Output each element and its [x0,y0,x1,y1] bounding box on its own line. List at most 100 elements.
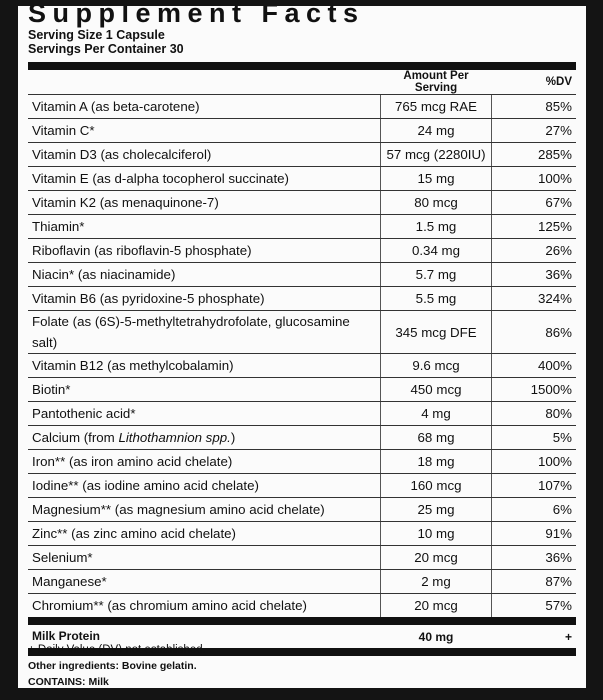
nutrient-row: Vitamin E (as d-alpha tocopherol succina… [28,166,576,191]
servings-per-container: Servings Per Container 30 [28,42,184,56]
amount: 5.7 mg [380,262,492,287]
daily-value: 91% [491,521,576,546]
nutrient-name: Vitamin K2 (as menaquinone-7) [28,190,381,215]
nutrient-name: Iron** (as iron amino acid chelate) [28,449,381,474]
nutrient-row: Biotin* 450 mcg 1500% [28,377,576,402]
daily-value: 87% [491,569,576,594]
amount: 765 mcg RAE [380,94,492,119]
nutrient-name: Biotin* [28,377,381,402]
daily-value: + [491,621,576,656]
amount: 1.5 mg [380,214,492,239]
nutrient-name: Vitamin E (as d-alpha tocopherol succina… [28,166,381,191]
header-row: Amount Per Serving %DV [28,62,576,95]
daily-value: 100% [491,166,576,191]
daily-value: 67% [491,190,576,215]
amount: 450 mcg [380,377,492,402]
daily-value: 100% [491,449,576,474]
amount: 345 mcg DFE [380,310,492,354]
nutrient-row: Folate (as (6S)-5-methyltetrahydrofolate… [28,310,576,354]
amount-header: Amount Per Serving [380,62,492,95]
nutrient-name: Selenium* [28,545,381,570]
nutrient-row: Pantothenic acid* 4 mg 80% [28,401,576,426]
nutrient-name: Zinc** (as zinc amino acid chelate) [28,521,381,546]
nutrient-row: Vitamin D3 (as cholecalciferol) 57 mcg (2… [28,142,576,167]
nutrient-name: Iodine** (as iodine amino acid chelate) [28,473,381,498]
nutrient-row: Vitamin C* 24 mg 27% [28,118,576,143]
nutrient-name: Vitamin C* [28,118,381,143]
label-panel: Supplement Facts Serving Size 1 Capsule … [18,6,586,688]
facts-table: Amount Per Serving %DV Vitamin A (as bet… [28,62,576,656]
footnote: + Daily Value (DV) not established. [28,644,206,656]
amount: 15 mg [380,166,492,191]
nutrient-name: Niacin* (as niacinamide) [28,262,381,287]
dv-header: %DV [491,62,576,95]
daily-value: 26% [491,238,576,263]
nutrient-row: Vitamin A (as beta-carotene) 765 mcg RAE 8… [28,94,576,119]
nutrient-name: Milk Protein [28,621,381,656]
nutrient-name: Vitamin D3 (as cholecalciferol) [28,142,381,167]
nutrient-row: Riboflavin (as riboflavin-5 phosphate) 0.… [28,238,576,263]
nutrient-name: Vitamin B6 (as pyridoxine-5 phosphate) [28,286,381,311]
name-after: ) [230,430,236,445]
amount: 18 mg [380,449,492,474]
nutrient-row: Vitamin B12 (as methylcobalamin) 9.6 mcg 4… [28,353,576,378]
amount: 25 mg [380,497,492,522]
nutrient-name: Riboflavin (as riboflavin-5 phosphate) [28,238,381,263]
nutrient-name: Chromium** (as chromium amino acid chela… [28,593,381,625]
daily-value: 125% [491,214,576,239]
nutrient-row: Vitamin B6 (as pyridoxine-5 phosphate) 5.… [28,286,576,311]
nutrient-row: Niacin* (as niacinamide) 5.7 mg 36% [28,262,576,287]
nutrient-row: Milk Protein 40 mg + [28,621,576,656]
nutrient-row: Calcium (from Lithothamnion spp.) 68 mg 5% [28,425,576,450]
amount: 20 mcg [380,545,492,570]
amount: 160 mcg [380,473,492,498]
blank [28,62,381,95]
nutrient-row: Iodine** (as iodine amino acid chelate) 1… [28,473,576,498]
nutrient-name: Thiamin* [28,214,381,239]
nutrient-name: Magnesium** (as magnesium amino acid che… [28,497,381,522]
amount: 80 mcg [380,190,492,215]
amount: 2 mg [380,569,492,594]
name-italic: Lithothamnion spp. [118,430,231,445]
daily-value: 57% [491,593,576,625]
amount: 0.34 mg [380,238,492,263]
daily-value: 6% [491,497,576,522]
daily-value: 86% [491,310,576,354]
amount: 5.5 mg [380,286,492,311]
serving-size: Serving Size 1 Capsule [28,28,165,42]
nutrient-row: Selenium* 20 mcg 36% [28,545,576,570]
contains: CONTAINS: Milk [28,676,109,688]
name-text: Calcium (from [32,430,115,445]
daily-value: 85% [491,94,576,119]
nutrient-name: Folate (as (6S)-5-methyltetrahydrofolate… [28,310,381,354]
title: Supplement Facts [28,6,365,28]
nutrient-row: Magnesium** (as magnesium amino acid che… [28,497,576,522]
other-ingredients: Other ingredients: Bovine gelatin. [28,660,197,672]
daily-value: 36% [491,545,576,570]
amount: 10 mg [380,521,492,546]
nutrient-row: Iron** (as iron amino acid chelate) 18 mg… [28,449,576,474]
nutrient-row: Zinc** (as zinc amino acid chelate) 10 mg… [28,521,576,546]
amount: 20 mcg [380,593,492,625]
amount: 9.6 mcg [380,353,492,378]
daily-value: 27% [491,118,576,143]
daily-value: 80% [491,401,576,426]
nutrient-name: Vitamin B12 (as methylcobalamin) [28,353,381,378]
daily-value: 5% [491,425,576,450]
daily-value: 36% [491,262,576,287]
nutrient-name: Vitamin A (as beta-carotene) [28,94,381,119]
amount: 4 mg [380,401,492,426]
nutrient-row: Chromium** (as chromium amino acid chela… [28,593,576,625]
daily-value: 400% [491,353,576,378]
amount: 68 mg [380,425,492,450]
nutrient-row: Manganese* 2 mg 87% [28,569,576,594]
daily-value: 324% [491,286,576,311]
nutrient-name: Pantothenic acid* [28,401,381,426]
amount: 24 mg [380,118,492,143]
nutrient-row: Thiamin* 1.5 mg 125% [28,214,576,239]
daily-value: 107% [491,473,576,498]
nutrient-row: Vitamin K2 (as menaquinone-7) 80 mcg 67% [28,190,576,215]
amount: 40 mg [380,621,492,656]
amount: 57 mcg (2280IU) [380,142,492,167]
